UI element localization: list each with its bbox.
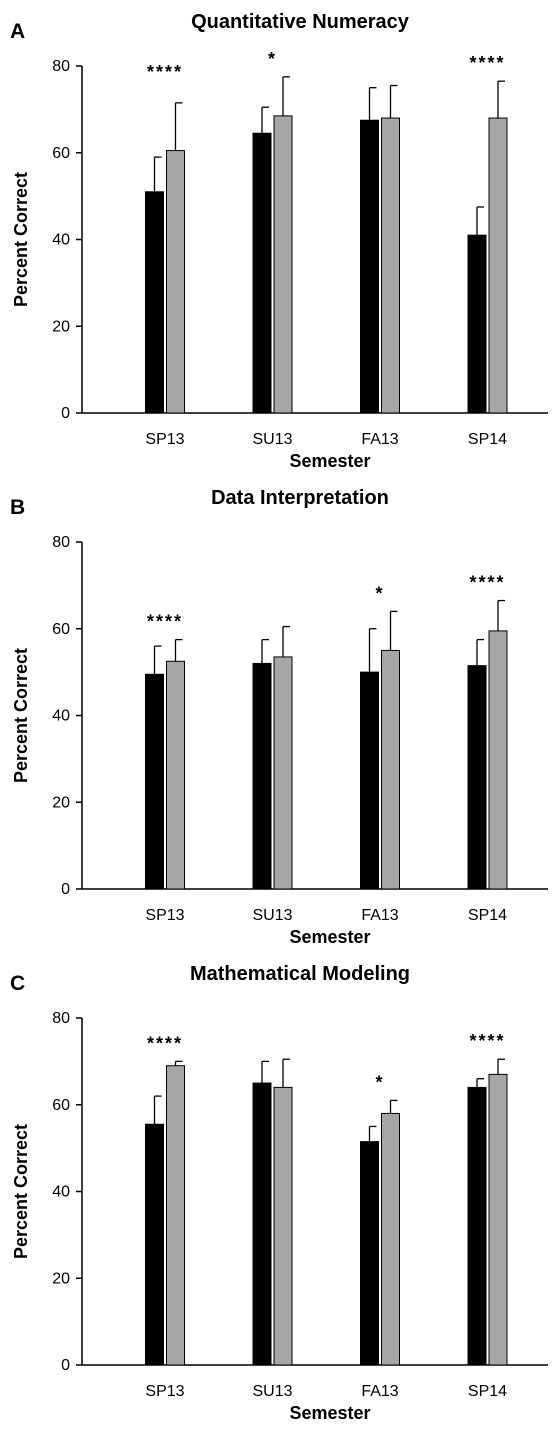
bar <box>488 117 508 414</box>
x-axis-title: Semester <box>289 927 370 947</box>
bar <box>381 1112 400 1366</box>
significance-marker: **** <box>469 573 505 593</box>
y-tick-label: 20 <box>52 1270 70 1287</box>
bar <box>360 671 379 890</box>
bar <box>467 234 487 414</box>
bar <box>467 1086 487 1366</box>
x-category-label: SP14 <box>468 1383 507 1400</box>
bar <box>273 656 293 890</box>
chart-title: Data Interpretation <box>211 487 389 509</box>
y-tick-label: 0 <box>61 881 70 898</box>
chart-a-svg: A Quantitative Numeracy 0 20 40 60 80 Percent C… <box>10 11 548 471</box>
y-tick-label: 0 <box>61 405 70 422</box>
x-category-label: SP14 <box>468 907 507 924</box>
y-tick-label: 80 <box>52 58 70 75</box>
panel-letter: B <box>10 496 25 519</box>
bar <box>145 673 164 890</box>
y-tick-label: 40 <box>52 232 70 249</box>
y-tick-label: 20 <box>52 794 70 811</box>
bar <box>273 115 293 414</box>
y-axis-title: Percent Correct <box>11 648 31 783</box>
y-axis-title: Percent Correct <box>11 172 31 307</box>
y-tick-label: 60 <box>52 145 70 162</box>
y-tick-label: 40 <box>52 708 70 725</box>
bar <box>381 117 400 414</box>
significance-marker: * <box>375 1072 384 1092</box>
y-tick-label: 40 <box>52 1184 70 1201</box>
significance-marker: **** <box>469 1031 505 1051</box>
y-tick-label: 20 <box>52 318 70 335</box>
x-category-label: SP13 <box>145 907 184 924</box>
chart-b-svg: B Data Interpretation 0 20 40 60 80 Percent Cor… <box>10 487 548 947</box>
chart-c-svg: C Mathematical Modeling 0 20 40 60 80 Percent C… <box>10 963 548 1423</box>
x-category-label: SU13 <box>252 907 292 924</box>
chart-title: Quantitative Numeracy <box>191 11 410 33</box>
significance-marker: * <box>268 49 277 69</box>
significance-marker: **** <box>147 612 183 632</box>
chart-panel-a: A Quantitative Numeracy 0 20 40 60 80 Percent C… <box>0 0 553 475</box>
bar <box>488 1073 508 1366</box>
y-tick-label: 60 <box>52 621 70 638</box>
x-category-label: FA13 <box>361 907 398 924</box>
x-category-label: FA13 <box>361 1383 398 1400</box>
bar <box>166 660 185 890</box>
y-tick-label: 60 <box>52 1097 70 1114</box>
significance-marker: **** <box>147 1033 183 1053</box>
bar <box>252 132 272 414</box>
x-axis-title: Semester <box>289 1403 370 1423</box>
x-category-label: SP13 <box>145 1383 184 1400</box>
panel-letter: A <box>10 20 25 43</box>
bar <box>145 191 164 414</box>
x-category-label: SU13 <box>252 1383 292 1400</box>
bar <box>166 1065 185 1366</box>
x-axis-title: Semester <box>289 451 370 471</box>
bar <box>360 119 379 414</box>
bar <box>360 1141 379 1366</box>
y-tick-label: 80 <box>52 534 70 551</box>
y-tick-label: 0 <box>61 1357 70 1374</box>
chart-panel-c: C Mathematical Modeling 0 20 40 60 80 Percent C… <box>0 952 553 1427</box>
bar <box>252 1082 272 1366</box>
x-category-label: SP13 <box>145 431 184 448</box>
bar <box>381 649 400 890</box>
bar <box>145 1123 164 1366</box>
significance-marker: **** <box>147 62 183 82</box>
x-category-label: SU13 <box>252 431 292 448</box>
bar <box>488 630 508 890</box>
x-category-label: FA13 <box>361 431 398 448</box>
bar <box>252 662 272 890</box>
significance-marker: * <box>375 583 384 603</box>
significance-marker: **** <box>469 53 505 73</box>
bar <box>273 1086 293 1366</box>
x-category-label: SP14 <box>468 431 507 448</box>
bar <box>467 665 487 890</box>
panel-letter: C <box>10 972 25 995</box>
y-tick-label: 80 <box>52 1010 70 1027</box>
bar <box>166 150 185 414</box>
y-axis-title: Percent Correct <box>11 1124 31 1259</box>
chart-title: Mathematical Modeling <box>190 963 410 985</box>
chart-panel-b: B Data Interpretation 0 20 40 60 80 Percent Cor… <box>0 476 553 951</box>
